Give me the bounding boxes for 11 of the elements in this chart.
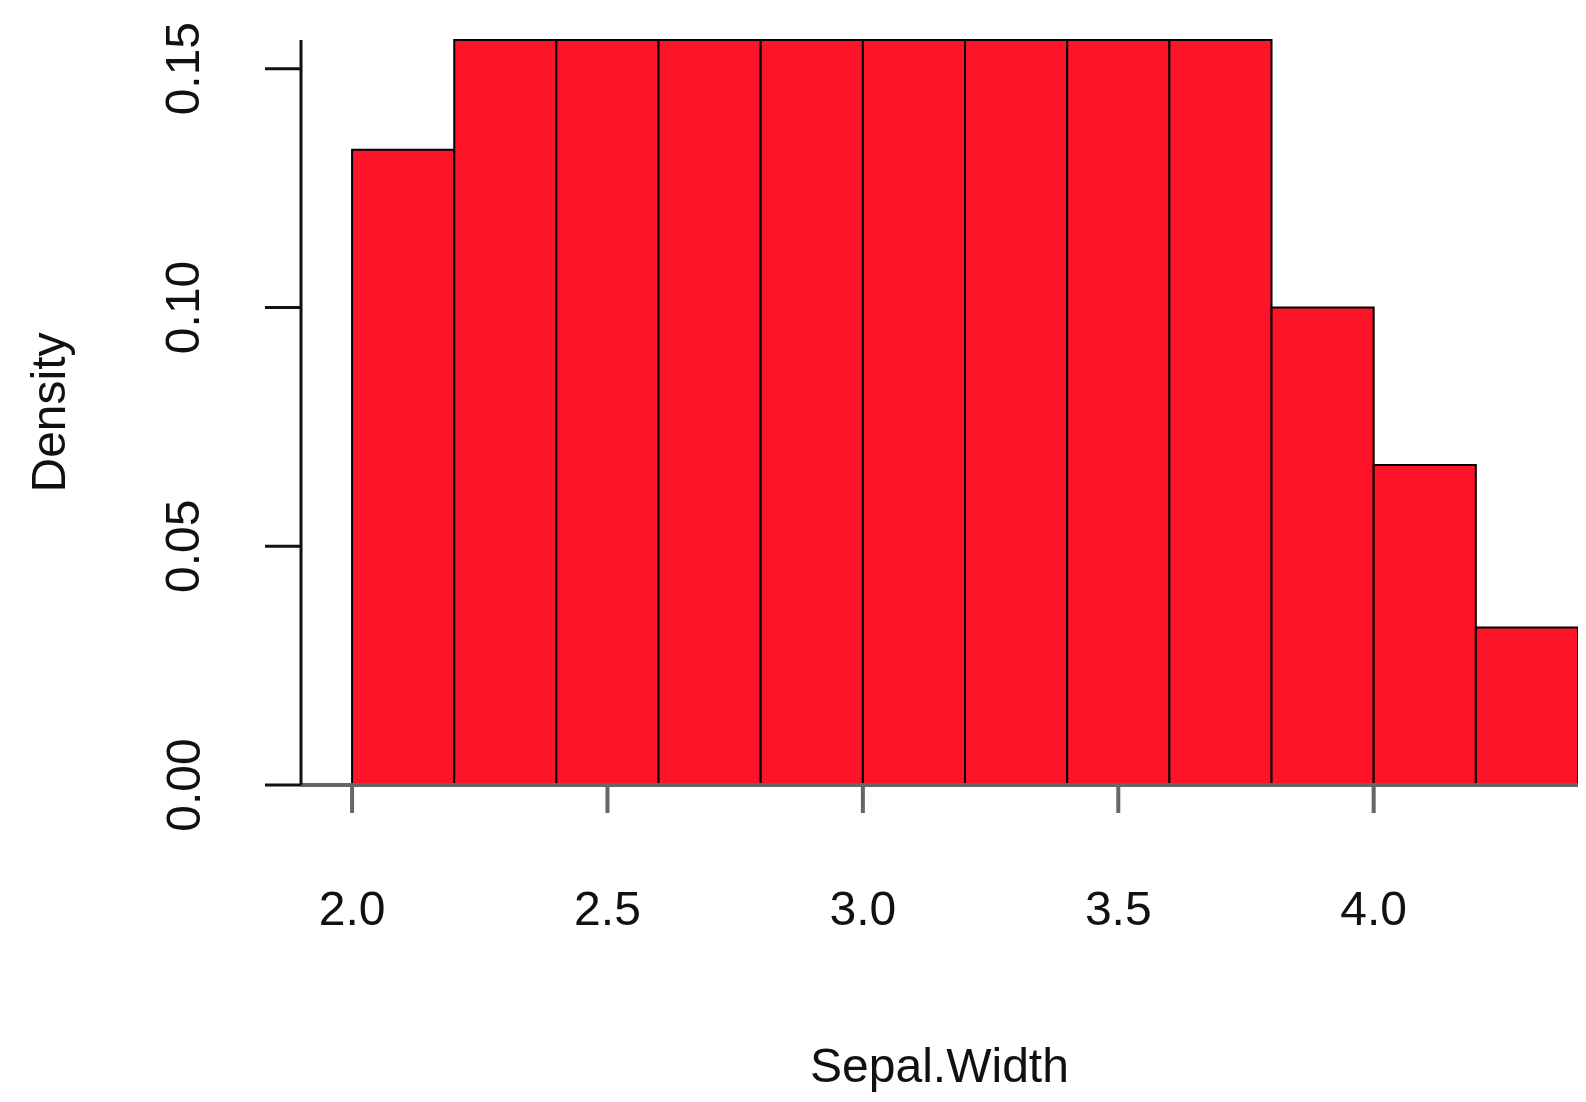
y-tick-label: 0.00	[156, 738, 210, 832]
x-tick-label: 3.5	[1084, 882, 1152, 935]
y-axis-title: Density	[22, 332, 76, 493]
y-tick-label: 0.15	[156, 21, 210, 116]
x-tick-label: 2.5	[574, 882, 641, 935]
y-tick-label: 0.10	[156, 260, 210, 355]
x-tick-label: 3.0	[829, 882, 897, 935]
x-tick-label: 2.0	[318, 882, 386, 935]
x-tick-label: 4.0	[1340, 882, 1408, 935]
y-tick-label: 0.05	[156, 499, 210, 593]
x-axis-title: Sepal.Width	[810, 1039, 1069, 1092]
